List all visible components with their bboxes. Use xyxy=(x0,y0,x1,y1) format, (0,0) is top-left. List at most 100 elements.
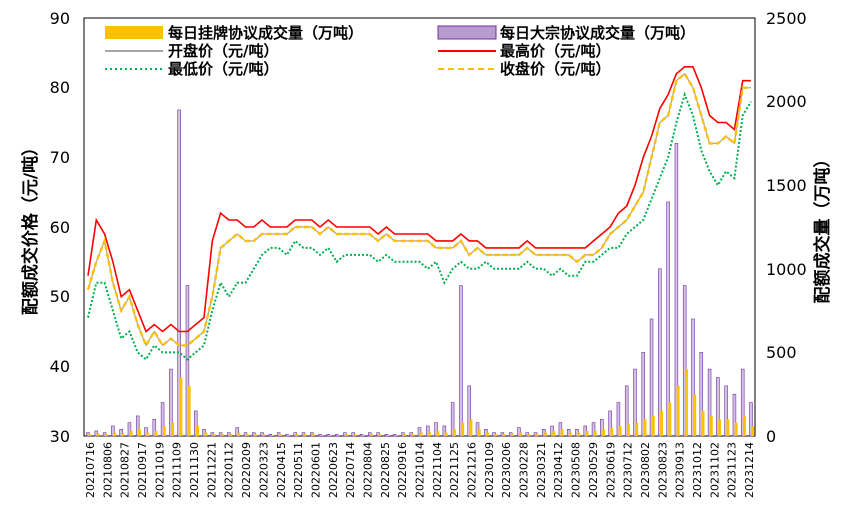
block-volume-bar xyxy=(649,318,654,437)
price-lines xyxy=(86,66,752,361)
x-tick-label: 20221216 xyxy=(466,442,479,498)
block-volume-bar xyxy=(707,368,712,437)
block-volume-bar xyxy=(591,422,596,437)
x-tick-label: 20230712 xyxy=(622,442,635,498)
legend-swatch-listed xyxy=(105,26,163,39)
listed-volume-bar xyxy=(452,429,456,436)
x-tick-label: 20220804 xyxy=(362,442,375,498)
x-tick-label: 20211221 xyxy=(205,442,218,498)
x-tick-label: 20230802 xyxy=(639,442,652,498)
listed-volume-bar xyxy=(403,434,407,436)
block-volume-bar xyxy=(135,415,140,437)
x-tick-label: 20230823 xyxy=(656,442,669,498)
listed-volume-bar xyxy=(444,432,448,436)
block-volume-bar xyxy=(459,285,463,437)
listed-volume-bar xyxy=(643,419,647,436)
listed-volume-bar xyxy=(394,435,398,436)
x-tick-label: 20230321 xyxy=(535,442,548,498)
block-volume-bar xyxy=(616,402,621,437)
x-tick-label: 20220916 xyxy=(396,442,409,498)
block-volume-bar xyxy=(417,427,422,437)
x-tick-label: 20230228 xyxy=(518,442,531,498)
listed-volume-bar xyxy=(278,434,282,436)
listed-volume-bar xyxy=(486,432,489,436)
block-volume-bar xyxy=(426,425,430,437)
listed-volume-bar xyxy=(212,434,216,436)
block-volume-bar xyxy=(450,402,455,437)
block-volume-bar xyxy=(169,368,173,437)
x-tick-label: 20210806 xyxy=(101,442,114,498)
y-tick-label: 30 xyxy=(50,427,70,446)
listed-volume-bar xyxy=(121,433,125,436)
y-tick-label: 70 xyxy=(50,148,70,167)
x-tick-label: 20231012 xyxy=(691,442,704,498)
block-volume-bar xyxy=(641,352,646,437)
block-volume-bar xyxy=(749,402,753,437)
legend-label: 开盘价（元/吨） xyxy=(168,42,278,60)
y2-tick-label: 0 xyxy=(766,427,776,446)
y-tick-label: 90 xyxy=(50,9,70,28)
block-volume-bar xyxy=(550,425,554,437)
block-volume-bar xyxy=(699,352,704,437)
listed-volume-bar xyxy=(146,432,150,436)
listed-volume-bar xyxy=(626,424,630,436)
x-tick-label: 20210716 xyxy=(84,442,97,498)
block-volume-bar xyxy=(658,268,662,437)
listed-volume-bar xyxy=(568,432,572,436)
legend-label: 每日大宗协议成交量（万吨） xyxy=(500,24,695,42)
listed-volume-bar xyxy=(88,434,92,436)
listed-volume-bar xyxy=(693,394,697,436)
listed-volume-bar xyxy=(162,425,166,436)
block-volume-bar xyxy=(185,285,190,437)
block-volume-bar xyxy=(160,402,165,437)
block-volume-bar xyxy=(583,425,587,437)
listed-volume-bar xyxy=(187,385,191,436)
listed-volume-bar xyxy=(461,422,465,436)
y-tick-label: 40 xyxy=(50,357,70,376)
listed-volume-bar xyxy=(370,434,373,436)
block-volume-bars xyxy=(86,109,753,437)
listed-volume-bar xyxy=(602,429,606,436)
x-tick-label: 20220112 xyxy=(223,442,236,498)
listed-volume-bar xyxy=(544,432,548,436)
x-tick-label: 20220209 xyxy=(240,442,253,498)
listed-volume-bar xyxy=(287,435,291,436)
listed-volume-bar xyxy=(361,435,365,436)
block-volume-bar xyxy=(724,385,728,437)
legend-label: 每日挂牌协议成交量（万吨） xyxy=(168,24,363,42)
listed-volume-bar xyxy=(635,422,639,436)
x-tick-label: 20220623 xyxy=(327,442,340,498)
listed-volume-bar xyxy=(320,435,324,436)
listed-volume-bar xyxy=(469,419,473,436)
low-price-line xyxy=(87,91,752,361)
close-price-line xyxy=(86,71,751,349)
plot-frame xyxy=(83,17,756,437)
x-tick-label: 20231102 xyxy=(708,442,721,498)
listed-volume-bar xyxy=(220,434,224,436)
listed-volume-bar xyxy=(751,425,755,436)
block-volume-bar xyxy=(177,109,181,437)
listed-volume-bar xyxy=(577,432,581,436)
y2-tick-label: 1000 xyxy=(766,260,807,279)
listed-volume-bar xyxy=(96,433,100,436)
listed-volume-bar xyxy=(328,435,332,436)
listed-volume-bar xyxy=(345,434,349,436)
listed-volume-bar xyxy=(535,434,539,436)
block-volume-bar xyxy=(434,422,438,437)
legend-label: 最低价（元/吨） xyxy=(168,60,278,78)
listed-volume-bar xyxy=(171,422,175,436)
x-tick-label: 20230508 xyxy=(570,442,583,498)
listed-volume-bar xyxy=(552,430,556,436)
listed-volume-bar xyxy=(676,385,680,436)
listed-volume-bar xyxy=(113,432,117,436)
block-volume-bar xyxy=(111,425,115,437)
block-volume-bar xyxy=(608,410,612,437)
listed-volume-bar xyxy=(312,434,315,436)
listed-volume-bar xyxy=(618,425,622,436)
block-volume-bar xyxy=(600,418,604,437)
x-tick-label: 20211130 xyxy=(188,442,201,498)
x-tick-label: 20210827 xyxy=(119,442,132,498)
legend-label: 最高价（元/吨） xyxy=(500,42,610,60)
legend-swatch-block xyxy=(437,25,497,40)
